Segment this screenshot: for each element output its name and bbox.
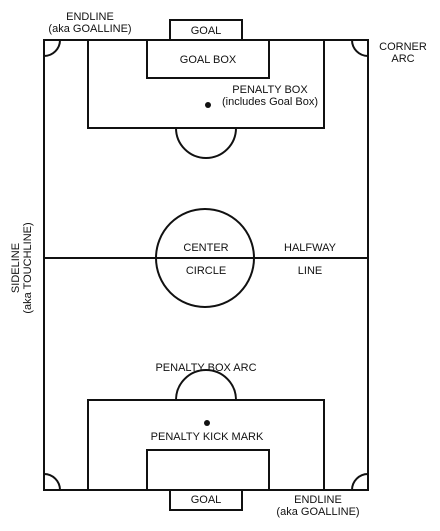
halfway-line-label: LINE [295, 265, 325, 277]
center-label: CENTER [181, 242, 231, 254]
corner-arc-label: CORNER ARC [379, 41, 427, 65]
halfway-label: HALFWAY [282, 242, 338, 254]
penalty-box-note-text: (includes Goal Box) [222, 96, 318, 108]
circle-label: CIRCLE [183, 265, 229, 277]
penalty-mark-top [205, 102, 211, 108]
corner-arc-bottom-left [43, 473, 61, 491]
endline-bottom-text: ENDLINE [294, 494, 342, 506]
penalty-mark-bottom [204, 420, 210, 426]
penalty-box-arc-label: PENALTY BOX ARC [155, 362, 257, 374]
goal-box-top [146, 39, 270, 79]
corner-text: CORNER [379, 41, 427, 53]
penalty-arc-top [175, 127, 237, 159]
goal-box-bottom [146, 449, 270, 491]
endline-bottom-label: ENDLINE (aka GOALLINE) [276, 494, 359, 518]
endline-top-label: ENDLINE (aka GOALLINE) [48, 11, 131, 35]
goal-box-label: GOAL BOX [179, 54, 237, 66]
sideline-label: SIDELINE (aka TOUCHLINE) [10, 222, 34, 313]
sideline-aka-text: (aka TOUCHLINE) [22, 222, 34, 314]
sideline-text: SIDELINE [10, 242, 22, 294]
penalty-box-text: PENALTY BOX [232, 84, 308, 96]
corner-arc-top-left [43, 39, 61, 57]
penalty-arc-bottom [175, 369, 237, 401]
endline-top-aka-text: (aka GOALLINE) [48, 23, 132, 35]
endline-bottom-aka-text: (aka GOALLINE) [276, 506, 360, 518]
penalty-box-bottom [87, 399, 325, 491]
corner-arc-bottom-right [351, 473, 369, 491]
endline-top-text: ENDLINE [66, 11, 114, 23]
corner-arc-top-right [351, 39, 369, 57]
center-circle [155, 208, 255, 308]
goal-bottom-label: GOAL [190, 494, 222, 506]
penalty-kick-mark-label: PENALTY KICK MARK [150, 431, 264, 443]
penalty-box-label: PENALTY BOX (includes Goal Box) [222, 84, 318, 108]
goal-top-label: GOAL [190, 25, 222, 37]
corner-arc-text: ARC [391, 53, 415, 65]
